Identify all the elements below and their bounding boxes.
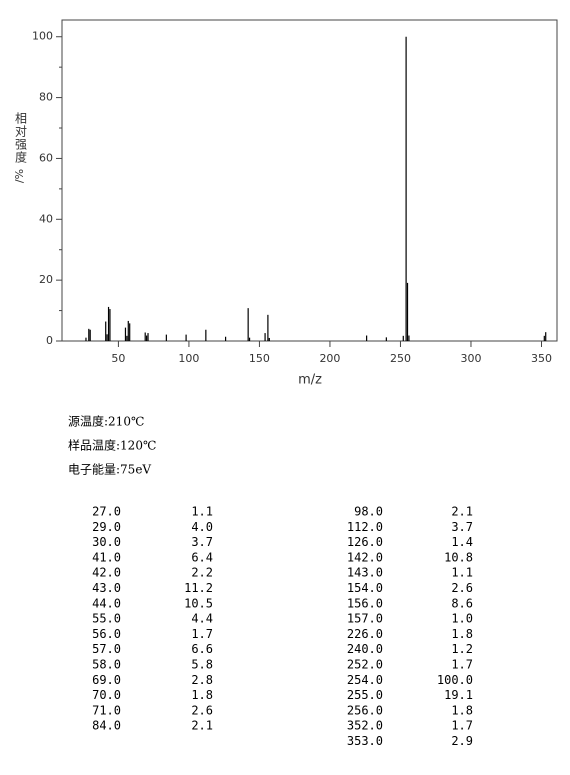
mz-cell: 58.0 [92, 658, 121, 672]
mz-cell: 69.0 [92, 673, 121, 687]
intensity-cell: 6.6 [191, 642, 213, 656]
x-axis-label: m/z [298, 373, 322, 388]
mz-cell: 43.0 [92, 581, 121, 595]
mz-cell: 154.0 [347, 581, 383, 595]
intensity-cell: 1.7 [451, 658, 473, 672]
intensity-cell: 1.7 [451, 719, 473, 733]
plot-frame [61, 19, 558, 342]
mz-cell: 255.0 [347, 688, 383, 702]
mz-cell: 56.0 [92, 627, 121, 641]
intensity-cell: 19.1 [444, 688, 473, 702]
y-tick-label: 100 [32, 30, 53, 43]
intensity-cell: 6.4 [191, 550, 213, 564]
y-axis-label: 相对强度 [14, 112, 28, 164]
mz-cell: 240.0 [347, 642, 383, 656]
intensity-cell: 1.0 [451, 612, 473, 626]
intensity-cell: 2.6 [451, 581, 473, 595]
intensity-cell: 1.7 [191, 627, 213, 641]
intensity-cell: 11.2 [184, 581, 213, 595]
x-tick-label: 50 [111, 352, 125, 365]
intensity-cell: 2.8 [191, 673, 213, 687]
intensity-cell: 1.2 [451, 642, 473, 656]
mz-cell: 70.0 [92, 688, 121, 702]
intensity-cell: 3.7 [191, 535, 213, 549]
mz-cell: 126.0 [347, 535, 383, 549]
mz-cell: 27.0 [92, 505, 121, 519]
y-tick-label: 40 [39, 212, 53, 225]
intensity-cell: 4.0 [191, 520, 213, 534]
intensity-cell: 2.1 [451, 505, 473, 519]
intensity-cell: 1.8 [451, 627, 473, 641]
condition: 源温度:210℃ [68, 414, 144, 429]
mz-cell: 112.0 [347, 520, 383, 534]
mz-cell: 41.0 [92, 550, 121, 564]
x-tick-label: 350 [531, 352, 552, 365]
x-tick-label: 100 [178, 352, 199, 365]
mz-cell: 71.0 [92, 703, 121, 717]
intensity-cell: 2.1 [191, 719, 213, 733]
intensity-cell: 2.2 [191, 566, 213, 580]
mz-cell: 143.0 [347, 566, 383, 580]
y-axis-unit: /% [13, 169, 26, 183]
mz-cell: 157.0 [347, 612, 383, 626]
mz-cell: 42.0 [92, 566, 121, 580]
mz-cell: 252.0 [347, 658, 383, 672]
y-tick-label: 0 [46, 334, 53, 347]
intensity-cell: 5.8 [191, 658, 213, 672]
y-tick-label: 80 [39, 91, 53, 104]
mz-cell: 352.0 [347, 719, 383, 733]
x-tick-label: 200 [319, 352, 340, 365]
intensity-cell: 2.9 [451, 734, 473, 748]
intensity-cell: 1.8 [451, 703, 473, 717]
intensity-cell: 100.0 [437, 673, 473, 687]
mz-cell: 84.0 [92, 719, 121, 733]
mz-cell: 30.0 [92, 535, 121, 549]
intensity-cell: 1.1 [451, 566, 473, 580]
mz-cell: 142.0 [347, 550, 383, 564]
condition: 样品温度:120℃ [68, 438, 156, 453]
mz-cell: 156.0 [347, 596, 383, 610]
mz-cell: 98.0 [354, 505, 383, 519]
mz-cell: 44.0 [92, 596, 121, 610]
mz-cell: 254.0 [347, 673, 383, 687]
intensity-cell: 4.4 [191, 612, 213, 626]
intensity-cell: 2.6 [191, 703, 213, 717]
intensity-cell: 3.7 [451, 520, 473, 534]
intensity-cell: 1.8 [191, 688, 213, 702]
y-tick-label: 60 [39, 151, 53, 164]
mz-cell: 226.0 [347, 627, 383, 641]
x-tick-label: 300 [460, 352, 481, 365]
intensity-cell: 1.4 [451, 535, 473, 549]
y-tick-label: 20 [39, 273, 53, 286]
x-tick-label: 150 [249, 352, 270, 365]
intensity-cell: 10.5 [184, 596, 213, 610]
intensity-cell: 10.8 [444, 550, 473, 564]
mz-cell: 57.0 [92, 642, 121, 656]
intensity-cell: 1.1 [191, 505, 213, 519]
mz-cell: 55.0 [92, 612, 121, 626]
mz-cell: 353.0 [347, 734, 383, 748]
x-tick-label: 250 [390, 352, 411, 365]
condition: 电子能量:75eV [68, 463, 151, 477]
mz-cell: 256.0 [347, 703, 383, 717]
intensity-cell: 8.6 [451, 596, 473, 610]
mz-cell: 29.0 [92, 520, 121, 534]
